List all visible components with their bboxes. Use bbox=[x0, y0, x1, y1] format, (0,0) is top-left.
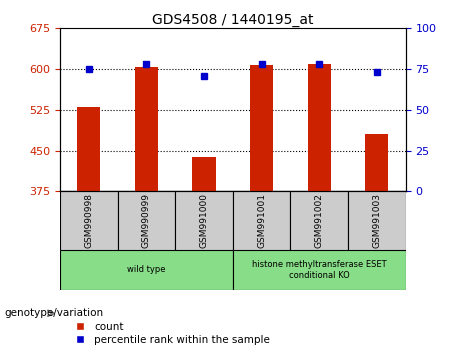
Text: histone methyltransferase ESET
conditional KO: histone methyltransferase ESET condition… bbox=[252, 260, 387, 280]
Title: GDS4508 / 1440195_at: GDS4508 / 1440195_at bbox=[152, 13, 313, 27]
Text: GSM991003: GSM991003 bbox=[372, 193, 381, 248]
Text: genotype/variation: genotype/variation bbox=[5, 308, 104, 318]
Bar bbox=[193, 157, 216, 191]
Bar bbox=[77, 107, 100, 191]
Bar bbox=[233, 250, 406, 290]
Bar bbox=[348, 191, 406, 250]
Text: GSM990999: GSM990999 bbox=[142, 193, 151, 248]
Text: GSM990998: GSM990998 bbox=[84, 193, 93, 248]
Text: wild type: wild type bbox=[127, 266, 165, 274]
Text: GSM991001: GSM991001 bbox=[257, 193, 266, 248]
Bar bbox=[233, 191, 290, 250]
Bar bbox=[308, 64, 331, 191]
Bar bbox=[290, 191, 348, 250]
Bar bbox=[175, 191, 233, 250]
Bar bbox=[60, 191, 118, 250]
Text: GSM991002: GSM991002 bbox=[315, 193, 324, 248]
Bar bbox=[250, 65, 273, 191]
Bar bbox=[60, 250, 233, 290]
Bar bbox=[135, 68, 158, 191]
Bar bbox=[118, 191, 175, 250]
Legend: count, percentile rank within the sample: count, percentile rank within the sample bbox=[65, 317, 274, 349]
Text: GSM991000: GSM991000 bbox=[200, 193, 208, 248]
Bar bbox=[365, 134, 388, 191]
